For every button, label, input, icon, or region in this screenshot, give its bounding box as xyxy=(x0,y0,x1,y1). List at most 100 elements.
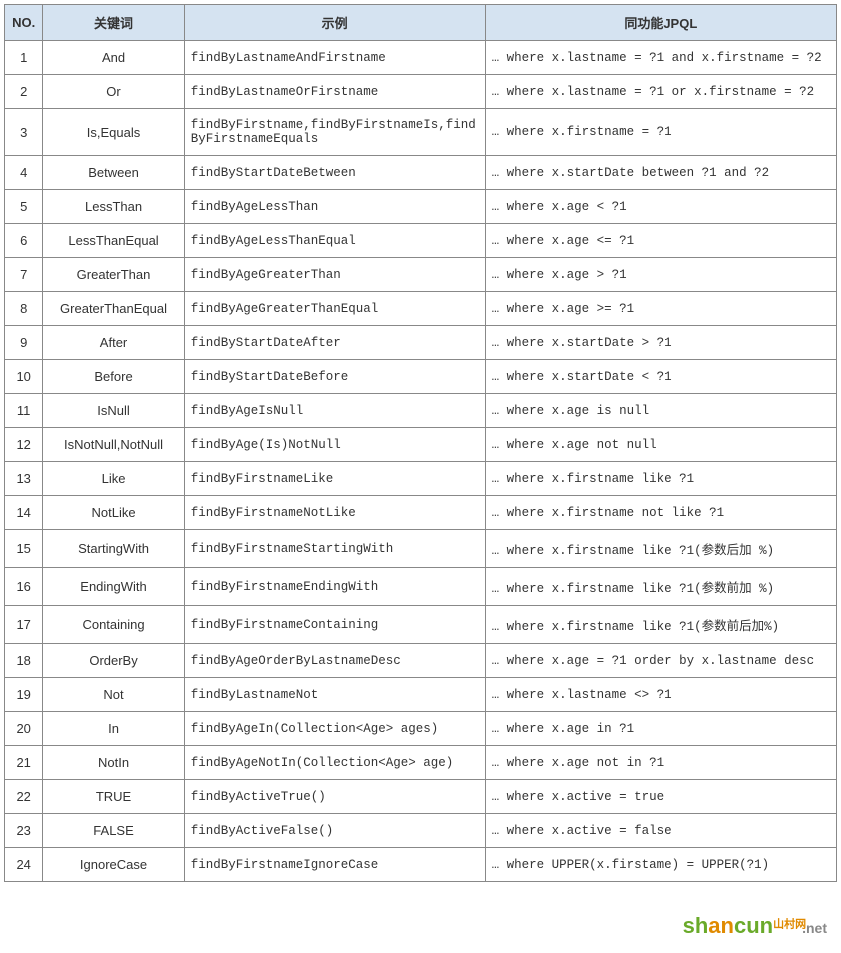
cell-no: 15 xyxy=(5,530,43,568)
cell-jpql: … where x.startDate > ?1 xyxy=(485,326,836,360)
cell-keyword: In xyxy=(43,712,184,746)
table-row: 16EndingWithfindByFirstnameEndingWith… w… xyxy=(5,568,837,606)
cell-jpql: … where x.firstname = ?1 xyxy=(485,109,836,156)
cell-no: 5 xyxy=(5,190,43,224)
cell-keyword: Like xyxy=(43,462,184,496)
cell-jpql: … where x.lastname = ?1 and x.firstname … xyxy=(485,41,836,75)
cell-example: findByActiveTrue() xyxy=(184,780,485,814)
cell-keyword: Not xyxy=(43,678,184,712)
cell-jpql: … where x.lastname = ?1 or x.firstname =… xyxy=(485,75,836,109)
table-row: 4BetweenfindByStartDateBetween… where x.… xyxy=(5,156,837,190)
cell-keyword: Containing xyxy=(43,606,184,644)
cell-keyword: FALSE xyxy=(43,814,184,848)
table-row: 3Is,EqualsfindByFirstname,findByFirstnam… xyxy=(5,109,837,156)
table-row: 6LessThanEqualfindByAgeLessThanEqual… wh… xyxy=(5,224,837,258)
cell-keyword: LessThanEqual xyxy=(43,224,184,258)
cell-jpql: … where x.age in ?1 xyxy=(485,712,836,746)
cell-no: 6 xyxy=(5,224,43,258)
cell-jpql: … where x.active = false xyxy=(485,814,836,848)
cell-no: 8 xyxy=(5,292,43,326)
cell-example: findByFirstnameNotLike xyxy=(184,496,485,530)
cell-example: findByFirstnameStartingWith xyxy=(184,530,485,568)
cell-example: findByStartDateBetween xyxy=(184,156,485,190)
cell-example: findByLastnameOrFirstname xyxy=(184,75,485,109)
cell-keyword: OrderBy xyxy=(43,644,184,678)
cell-example: findByAgeGreaterThanEqual xyxy=(184,292,485,326)
cell-jpql: … where x.firstname like ?1(参数后加 %) xyxy=(485,530,836,568)
cell-jpql: … where x.age < ?1 xyxy=(485,190,836,224)
cell-keyword: TRUE xyxy=(43,780,184,814)
table-row: 21NotInfindByAgeNotIn(Collection<Age> ag… xyxy=(5,746,837,780)
table-row: 17ContainingfindByFirstnameContaining… w… xyxy=(5,606,837,644)
cell-example: findByAgeLessThan xyxy=(184,190,485,224)
cell-no: 4 xyxy=(5,156,43,190)
cell-keyword: IsNull xyxy=(43,394,184,428)
cell-keyword: StartingWith xyxy=(43,530,184,568)
cell-example: findByAgeIsNull xyxy=(184,394,485,428)
watermark-logo: shancun山村网.net xyxy=(683,913,827,939)
cell-keyword: Between xyxy=(43,156,184,190)
cell-jpql: … where x.age <= ?1 xyxy=(485,224,836,258)
cell-example: findByActiveFalse() xyxy=(184,814,485,848)
cell-no: 12 xyxy=(5,428,43,462)
cell-jpql: … where x.firstname like ?1(参数前后加%) xyxy=(485,606,836,644)
header-no: NO. xyxy=(5,5,43,41)
cell-no: 23 xyxy=(5,814,43,848)
cell-no: 14 xyxy=(5,496,43,530)
header-jpql: 同功能JPQL xyxy=(485,5,836,41)
cell-keyword: EndingWith xyxy=(43,568,184,606)
cell-no: 2 xyxy=(5,75,43,109)
table-row: 7GreaterThanfindByAgeGreaterThan… where … xyxy=(5,258,837,292)
cell-no: 9 xyxy=(5,326,43,360)
cell-jpql: … where x.age is null xyxy=(485,394,836,428)
header-keyword: 关键词 xyxy=(43,5,184,41)
table-row: 22TRUEfindByActiveTrue()… where x.active… xyxy=(5,780,837,814)
cell-keyword: NotIn xyxy=(43,746,184,780)
cell-no: 21 xyxy=(5,746,43,780)
cell-jpql: … where UPPER(x.firstame) = UPPER(?1) xyxy=(485,848,836,882)
cell-no: 16 xyxy=(5,568,43,606)
table-row: 8GreaterThanEqualfindByAgeGreaterThanEqu… xyxy=(5,292,837,326)
cell-example: findByFirstnameEndingWith xyxy=(184,568,485,606)
cell-example: findByAgeNotIn(Collection<Age> age) xyxy=(184,746,485,780)
cell-no: 24 xyxy=(5,848,43,882)
cell-jpql: … where x.age not null xyxy=(485,428,836,462)
cell-no: 19 xyxy=(5,678,43,712)
table-row: 10BeforefindByStartDateBefore… where x.s… xyxy=(5,360,837,394)
cell-example: findByAgeOrderByLastnameDesc xyxy=(184,644,485,678)
cell-example: findByAgeGreaterThan xyxy=(184,258,485,292)
cell-jpql: … where x.startDate between ?1 and ?2 xyxy=(485,156,836,190)
cell-example: findByAgeLessThanEqual xyxy=(184,224,485,258)
cell-keyword: After xyxy=(43,326,184,360)
cell-jpql: … where x.firstname like ?1 xyxy=(485,462,836,496)
cell-no: 18 xyxy=(5,644,43,678)
cell-example: findByAge(Is)NotNull xyxy=(184,428,485,462)
cell-jpql: … where x.startDate < ?1 xyxy=(485,360,836,394)
cell-keyword: And xyxy=(43,41,184,75)
cell-example: findByLastnameAndFirstname xyxy=(184,41,485,75)
cell-jpql: … where x.active = true xyxy=(485,780,836,814)
cell-keyword: GreaterThan xyxy=(43,258,184,292)
cell-keyword: GreaterThanEqual xyxy=(43,292,184,326)
table-row: 11IsNullfindByAgeIsNull… where x.age is … xyxy=(5,394,837,428)
table-row: 15StartingWithfindByFirstnameStartingWit… xyxy=(5,530,837,568)
cell-jpql: … where x.firstname not like ?1 xyxy=(485,496,836,530)
cell-example: findByFirstname,findByFirstnameIs,findBy… xyxy=(184,109,485,156)
cell-example: findByFirstnameContaining xyxy=(184,606,485,644)
cell-example: findByStartDateBefore xyxy=(184,360,485,394)
cell-keyword: Is,Equals xyxy=(43,109,184,156)
cell-keyword: IsNotNull,NotNull xyxy=(43,428,184,462)
table-row: 12IsNotNull,NotNullfindByAge(Is)NotNull…… xyxy=(5,428,837,462)
cell-keyword: Or xyxy=(43,75,184,109)
table-row: 20InfindByAgeIn(Collection<Age> ages)… w… xyxy=(5,712,837,746)
cell-jpql: … where x.firstname like ?1(参数前加 %) xyxy=(485,568,836,606)
cell-jpql: … where x.lastname <> ?1 xyxy=(485,678,836,712)
cell-no: 7 xyxy=(5,258,43,292)
table-row: 23FALSEfindByActiveFalse()… where x.acti… xyxy=(5,814,837,848)
cell-jpql: … where x.age > ?1 xyxy=(485,258,836,292)
table-header-row: NO. 关键词 示例 同功能JPQL xyxy=(5,5,837,41)
header-example: 示例 xyxy=(184,5,485,41)
table-row: 19NotfindByLastnameNot… where x.lastname… xyxy=(5,678,837,712)
cell-keyword: LessThan xyxy=(43,190,184,224)
cell-keyword: IgnoreCase xyxy=(43,848,184,882)
